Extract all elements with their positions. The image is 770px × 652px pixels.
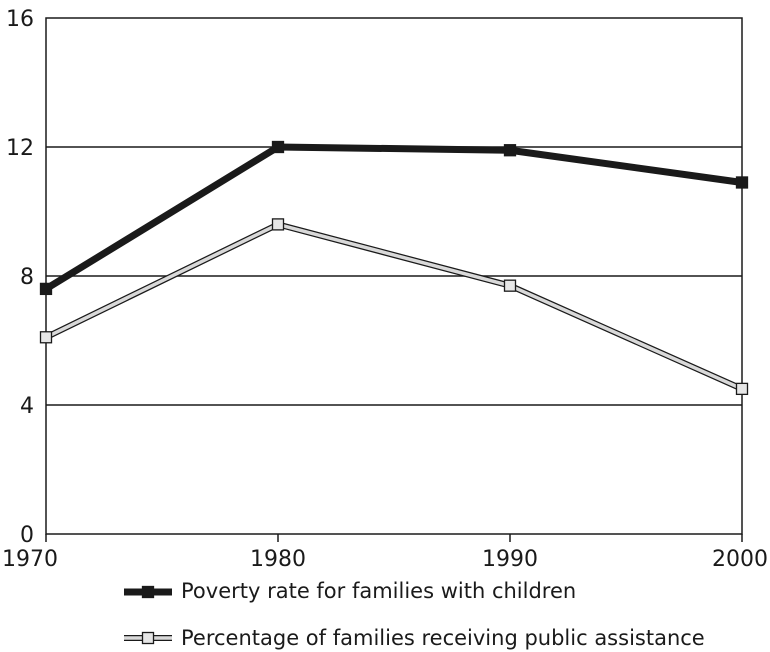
legend-marker bbox=[141, 631, 155, 645]
y-tick-label: 12 bbox=[6, 136, 34, 161]
x-tick-label: 1980 bbox=[250, 547, 306, 572]
series-layer bbox=[39, 140, 749, 396]
x-tick-label: 1990 bbox=[482, 547, 538, 572]
data-point-percentage-of-families-receiving-public-assistance bbox=[735, 382, 749, 396]
y-tick-label: 16 bbox=[6, 7, 34, 32]
x-tick-label: 1970 bbox=[2, 547, 58, 572]
legend-key-poverty-rate bbox=[124, 585, 172, 599]
legend-item-poverty-rate: Poverty rate for families with children bbox=[124, 579, 576, 603]
data-point-poverty-rate-for-families-with-children bbox=[271, 140, 285, 154]
x-tick-label: 2000 bbox=[712, 547, 768, 572]
data-point-percentage-of-families-receiving-public-assistance bbox=[271, 218, 285, 231]
legend-item-public-assistance: Percentage of families receiving public … bbox=[124, 626, 705, 650]
legend-marker bbox=[141, 585, 155, 599]
gridlines bbox=[46, 146, 742, 406]
y-tick-label: 0 bbox=[20, 523, 34, 548]
plot-frame bbox=[45, 17, 743, 535]
legend-label-poverty-rate: Poverty rate for families with children bbox=[181, 579, 576, 603]
series-percentage-of-families-receiving-public-assistance-line-outline bbox=[44, 221, 744, 392]
legend-label-public-assistance: Percentage of families receiving public … bbox=[181, 626, 705, 650]
series-percentage-of-families-receiving-public-assistance-line bbox=[45, 222, 743, 391]
series-poverty-rate-for-families-with-children bbox=[39, 140, 749, 296]
legend-key-public-assistance bbox=[124, 631, 172, 645]
y-axis-ticks: 0 4 8 12 16 bbox=[6, 7, 34, 548]
x-axis-ticks: 1970 1980 1990 2000 bbox=[2, 534, 768, 572]
series-poverty-rate-for-families-with-children-line bbox=[44, 143, 743, 292]
data-point-poverty-rate-for-families-with-children bbox=[39, 282, 53, 296]
y-tick-label: 4 bbox=[20, 394, 34, 419]
data-point-percentage-of-families-receiving-public-assistance bbox=[503, 279, 517, 292]
data-point-poverty-rate-for-families-with-children bbox=[735, 176, 749, 189]
y-tick-label: 8 bbox=[20, 265, 34, 290]
data-point-percentage-of-families-receiving-public-assistance bbox=[39, 331, 53, 344]
series-percentage-of-families-receiving-public-assistance bbox=[39, 218, 749, 396]
data-point-poverty-rate-for-families-with-children bbox=[503, 144, 517, 157]
legend: Poverty rate for families with children … bbox=[124, 579, 705, 650]
